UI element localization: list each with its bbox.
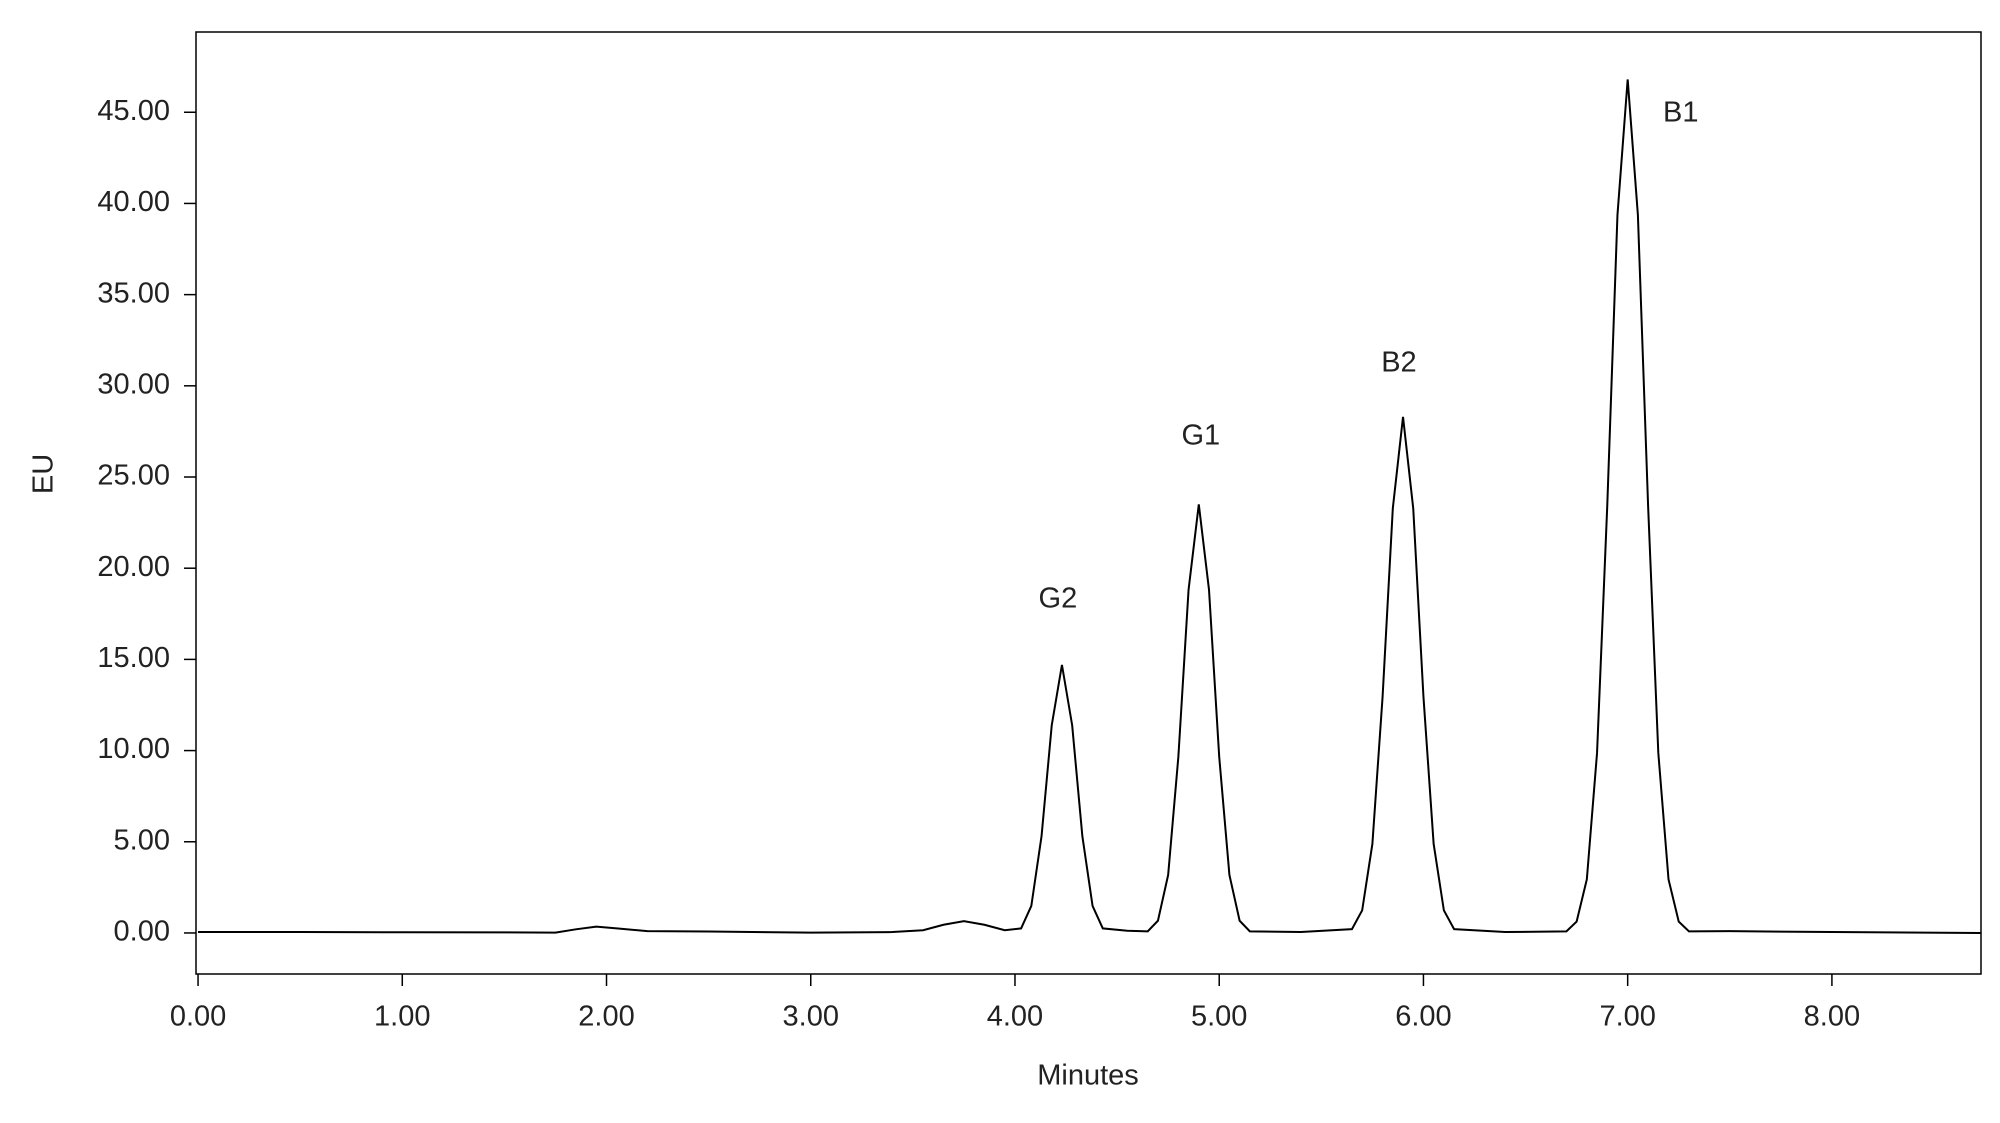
peak-label: G2 xyxy=(1039,583,1078,615)
y-tick-label: 15.00 xyxy=(97,642,170,674)
x-tick-label: 4.00 xyxy=(987,1001,1043,1033)
x-tick-label: 2.00 xyxy=(578,1001,634,1033)
trace xyxy=(198,79,1982,934)
x-tick-label: 6.00 xyxy=(1395,1001,1451,1033)
x-tick-label: 0.00 xyxy=(170,1001,226,1033)
x-tick-label: 3.00 xyxy=(783,1001,839,1033)
peak-label: B1 xyxy=(1663,97,1698,129)
y-tick-label: 0.00 xyxy=(114,916,170,948)
plot-frame xyxy=(195,31,1982,975)
x-tick-label: 7.00 xyxy=(1599,1001,1655,1033)
y-tick-label: 5.00 xyxy=(114,824,170,856)
x-tick-label: 5.00 xyxy=(1191,1001,1247,1033)
y-tick-label: 45.00 xyxy=(97,95,170,127)
y-tick-label: 20.00 xyxy=(97,551,170,583)
x-tick-label: 8.00 xyxy=(1804,1001,1860,1033)
peak-label: G1 xyxy=(1181,420,1220,452)
x-tick-label: 1.00 xyxy=(374,1001,430,1033)
y-axis-label: EU xyxy=(28,454,60,494)
y-tick-label: 30.00 xyxy=(97,368,170,400)
peak-label: B2 xyxy=(1381,347,1416,379)
x-axis-label: Minutes xyxy=(1037,1060,1139,1092)
y-tick-label: 35.00 xyxy=(97,277,170,309)
y-tick-label: 40.00 xyxy=(97,186,170,218)
y-tick-label: 25.00 xyxy=(97,460,170,492)
y-tick-label: 10.00 xyxy=(97,733,170,765)
